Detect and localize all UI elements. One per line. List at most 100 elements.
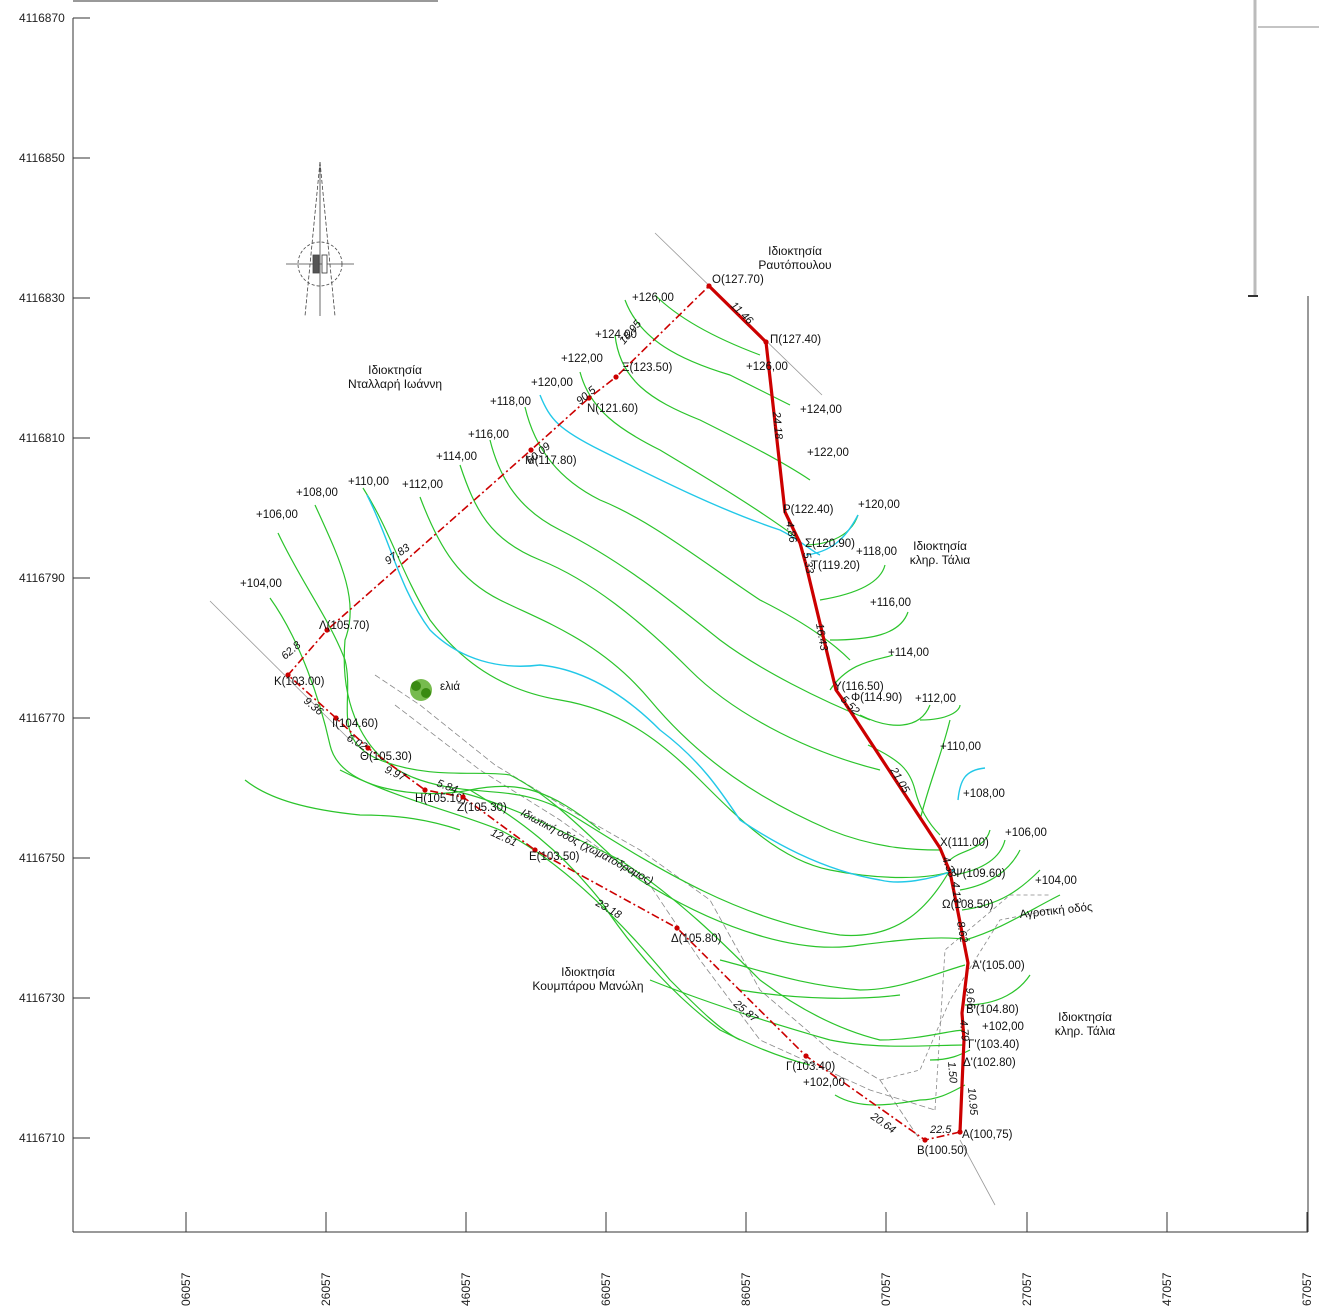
segment-length-label: 4.86 xyxy=(783,520,799,544)
survey-point-label: N(121.60) xyxy=(587,403,638,415)
contour-label: +108,00 xyxy=(296,487,338,499)
survey-point-label: Y(116.50) xyxy=(834,681,884,693)
contour-label: +112,00 xyxy=(915,693,956,705)
segment-length-label: 11.46 xyxy=(728,300,756,328)
contour-label: +114,00 xyxy=(888,647,929,659)
x-tick-label: 66057 xyxy=(599,1272,613,1306)
property-label: Ιδιοκτησία xyxy=(561,965,615,979)
survey-point-marker xyxy=(532,847,538,853)
survey-point-label: Σ(120.90) xyxy=(805,538,855,550)
contour-label: +116,00 xyxy=(468,429,509,441)
contour-label: +104,00 xyxy=(240,578,282,590)
y-tick-label: 4116870 xyxy=(19,11,65,25)
contour-label: +126,00 xyxy=(632,292,674,304)
survey-point-label: Λ(105.70) xyxy=(319,620,370,632)
x-tick-label: 67057 xyxy=(1300,1272,1314,1306)
contour-label: +104,00 xyxy=(1035,875,1077,887)
contour-label: +110,00 xyxy=(940,741,981,753)
survey-point-label: K(103.00) xyxy=(274,676,325,688)
survey-point-label: B(100.50) xyxy=(917,1145,968,1157)
contour-label: +120,00 xyxy=(858,499,900,511)
survey-point-label: M(117.80) xyxy=(525,455,577,467)
contour-label: +118,00 xyxy=(856,546,897,558)
survey-point-marker xyxy=(285,672,291,678)
segment-length-label: 25.87 xyxy=(730,997,760,1025)
survey-point-label: T(119.20) xyxy=(811,560,860,572)
segment-length-label: 62.8 xyxy=(279,639,304,663)
contour-label: +106,00 xyxy=(256,509,298,521)
property-label: Ραυτόπουλου xyxy=(758,258,831,272)
contour-label: +116,00 xyxy=(870,597,911,609)
survey-point-label: Θ(105.30) xyxy=(360,751,412,763)
survey-point-marker xyxy=(528,447,534,453)
property-label: Ιδιοκτησία xyxy=(768,244,822,258)
rural-road-label: Αγροτική οδός xyxy=(1019,901,1093,921)
property-label: Κουμπάρου Μανώλη xyxy=(532,979,643,993)
y-axis-ticks: 4116870 4116850 4116830 4116810 4116790 41167… xyxy=(19,11,90,1145)
survey-point-label: Γ'(103.40) xyxy=(968,1039,1020,1051)
x-tick-label: 46057 xyxy=(459,1272,473,1306)
x-tick-label: 26057 xyxy=(319,1272,333,1306)
survey-point-marker xyxy=(324,627,330,633)
survey-point-label: Γ(103.40) xyxy=(786,1061,835,1073)
property-label: κληρ. Τάλια xyxy=(1055,1024,1116,1038)
property-label: Ιδιοκτησία xyxy=(913,539,967,553)
legend-panel-edge xyxy=(1248,0,1319,297)
survey-point-marker xyxy=(422,787,428,793)
private-road-label: Ιδιωτική οδός (χωματόδρομος) xyxy=(519,807,656,887)
tree-label: ελιά xyxy=(440,681,460,693)
contour-label: +126,00 xyxy=(746,361,788,373)
survey-point-label: A(100,75) xyxy=(962,1129,1013,1141)
segment-length-label: 8.62 xyxy=(954,920,970,943)
contour-label: +124,00 xyxy=(595,329,637,341)
x-tick-label: 86057 xyxy=(739,1272,753,1306)
segment-length-label: 20.64 xyxy=(867,1110,897,1136)
survey-point-label: O(127.70) xyxy=(712,274,764,286)
contour-label: +102,00 xyxy=(803,1077,845,1089)
segment-length-label: 22.5 xyxy=(929,1124,952,1136)
segment-length-label: 9.66 xyxy=(963,987,977,1010)
property-label: Ιδιοκτησία xyxy=(1058,1010,1112,1024)
survey-point-label: H(105.10) xyxy=(415,793,466,805)
property-label: Νταλλαρή Ιωάννη xyxy=(348,377,442,391)
survey-point-marker xyxy=(957,1129,963,1135)
x-tick-label: 47057 xyxy=(1160,1272,1174,1306)
contour-label: +122,00 xyxy=(561,353,603,365)
x-tick-label: 07057 xyxy=(879,1272,893,1306)
contour-label: +120,00 xyxy=(531,377,573,389)
survey-point-label: Ω(108.50) xyxy=(942,899,994,911)
survey-point-label: Ψ(109.60) xyxy=(953,868,1006,880)
contour-label: +118,00 xyxy=(490,396,531,408)
survey-point-label: A'(105.00) xyxy=(972,960,1025,972)
survey-point-marker xyxy=(365,745,371,751)
survey-point-label: Ξ(123.50) xyxy=(622,362,672,374)
property-label: Ιδιοκτησία xyxy=(368,363,422,377)
y-tick-label: 4116790 xyxy=(19,571,65,585)
segment-length-label: 4.79 xyxy=(957,1019,971,1041)
segment-length-label: 10.95 xyxy=(965,1087,979,1116)
survey-point-label: Φ(114.90) xyxy=(851,692,902,704)
property-boundary: O(127.70) Π(127.40) Ξ(123.50) N(121.60) M(11… xyxy=(274,274,1025,1157)
segment-length-label: 12.61 xyxy=(489,827,519,850)
contour-label: +102,00 xyxy=(982,1021,1024,1033)
y-tick-label: 4116830 xyxy=(19,291,65,305)
contour-lines xyxy=(244,294,1061,1106)
survey-point-marker xyxy=(333,715,339,721)
y-tick-label: 4116770 xyxy=(19,711,65,725)
y-tick-label: 4116850 xyxy=(19,151,65,165)
segment-length-label: 16.43 xyxy=(813,622,830,652)
survey-point-marker xyxy=(460,794,466,800)
text-layer: ΙδιοκτησίαΡαυτόπουλουΙδιοκτησίαΝταλλαρή … xyxy=(240,244,1115,1136)
segment-length-label: 97.83 xyxy=(383,541,413,567)
segment-length-label: 23.18 xyxy=(593,897,624,922)
contour-label: +106,00 xyxy=(1005,827,1047,839)
boundary-solid-edge xyxy=(707,284,970,1133)
segment-length-label: 5.33 xyxy=(800,551,816,575)
contour-label: +124,00 xyxy=(800,404,842,416)
y-tick-label: 4116810 xyxy=(19,431,65,445)
survey-point-marker xyxy=(613,374,619,380)
map-frame xyxy=(72,0,1309,1233)
survey-point-marker xyxy=(922,1137,928,1143)
y-tick-label: 4116710 xyxy=(19,1131,65,1145)
